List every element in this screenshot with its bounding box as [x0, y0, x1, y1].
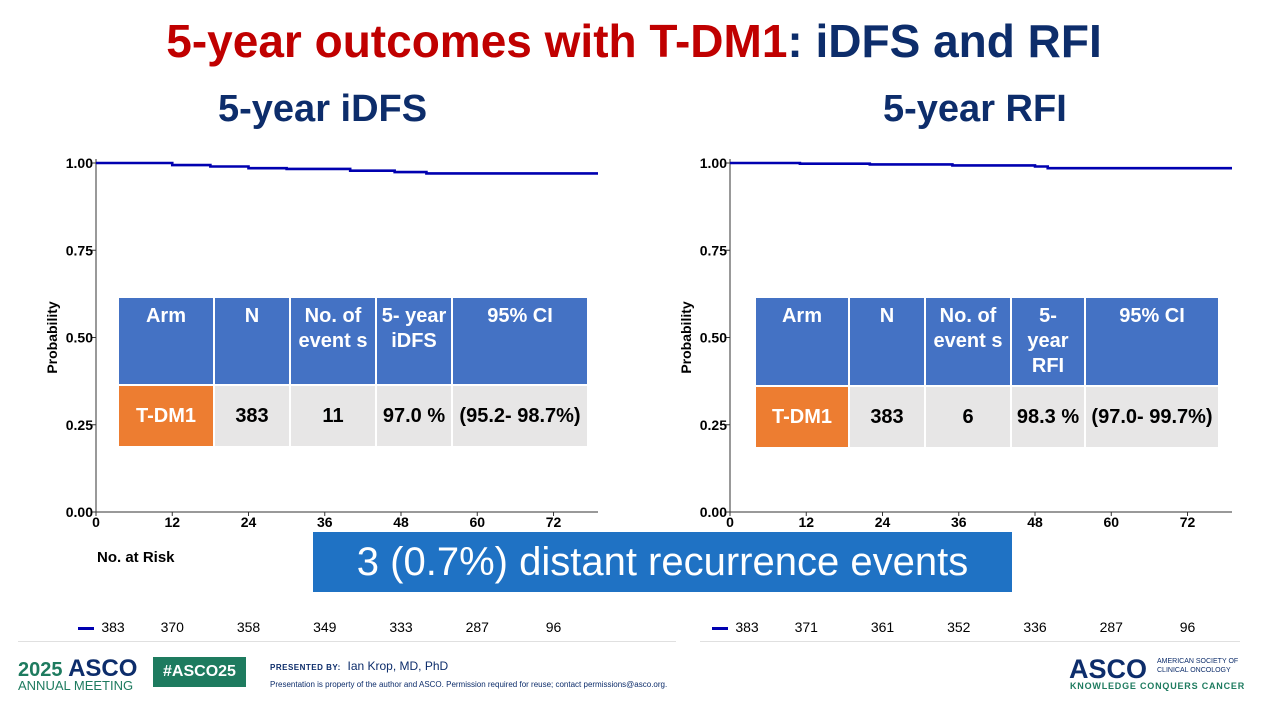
x-tick-label: 60	[1103, 514, 1119, 530]
col-n-header: N	[850, 298, 924, 385]
x-tick-label: 72	[546, 514, 562, 530]
table-header-row: Arm N No. of event s 5- year iDFS 95% CI	[119, 298, 587, 384]
y-axis-label: Probability	[44, 301, 60, 374]
x-tick-label: 24	[241, 514, 257, 530]
risk-count: 287	[465, 619, 489, 635]
y-tick-label: 0.00	[700, 504, 727, 520]
y-axis-label: Probability	[678, 301, 694, 374]
x-tick-label: 36	[951, 514, 967, 530]
survival-curve	[96, 161, 598, 175]
risk-count: 96	[545, 619, 562, 635]
x-tick-label: 36	[317, 514, 333, 530]
risk-count: 371	[794, 619, 818, 635]
risk-count: 358	[236, 619, 261, 635]
table-row: T-DM1 383 11 97.0 % (95.2- 98.7%)	[119, 386, 587, 446]
risk-count: 383	[735, 619, 759, 635]
risk-table-label: No. at Risk	[97, 549, 175, 566]
rfi-stats-table: Arm N No. of event s 5- year RFI 95% CI …	[754, 296, 1220, 449]
events-cell: 11	[291, 386, 375, 446]
risk-count: 370	[160, 619, 184, 635]
logo-year: 2025	[18, 659, 63, 681]
asco-tagline: KNOWLEDGE CONQUERS CANCER	[1070, 681, 1246, 691]
slide-title-navy: : iDFS and RFI	[787, 15, 1102, 67]
rate-cell: 98.3 %	[1012, 387, 1084, 447]
rfi-chart-title: 5-year RFI	[883, 88, 1067, 130]
y-tick-label: 0.25	[66, 417, 93, 433]
x-tick-label: 48	[1027, 514, 1043, 530]
presenter-line: PRESENTED BY: Ian Krop, MD, PhD	[270, 659, 448, 673]
idfs-stats-table: Arm N No. of event s 5- year iDFS 95% CI…	[117, 296, 589, 448]
survival-curve	[730, 161, 1232, 170]
slide-title: 5-year outcomes with T-DM1: iDFS and RFI	[0, 14, 1268, 68]
disclaimer-text: Presentation is property of the author a…	[270, 680, 668, 689]
n-cell: 383	[850, 387, 924, 447]
risk-count: 352	[947, 619, 971, 635]
col-events-header: No. of event s	[926, 298, 1010, 385]
y-tick-label: 0.75	[66, 242, 93, 258]
y-tick-label: 0.50	[700, 330, 727, 346]
rate-cell: 97.0 %	[377, 386, 451, 446]
footer-divider-left	[18, 641, 676, 642]
risk-series-swatch	[78, 627, 94, 630]
x-tick-label: 48	[393, 514, 409, 530]
col-arm-header: Arm	[756, 298, 848, 385]
y-tick-label: 0.75	[700, 242, 727, 258]
risk-count: 349	[313, 619, 337, 635]
rfi-risk-row: 383 371 361 352 336 287 96	[634, 619, 1254, 637]
table-row: T-DM1 383 6 98.3 % (97.0- 99.7%)	[756, 387, 1218, 447]
idfs-risk-row: 383 370 358 349 333 287 96	[0, 619, 620, 637]
presenter-name: Ian Krop, MD, PhD	[347, 659, 449, 673]
asco-logo-subtitle: AMERICAN SOCIETY OF CLINICAL ONCOLOGY	[1157, 658, 1239, 674]
risk-count: 333	[389, 619, 413, 635]
idfs-km-chart: 0.00 0.25 0.50 0.75 1.00 0 12 24 36 48 60 72 Probabi…	[44, 155, 598, 530]
x-tick-label: 24	[875, 514, 891, 530]
slide-title-red: 5-year outcomes with T-DM1	[166, 15, 788, 67]
distant-recurrence-banner: 3 (0.7%) distant recurrence events	[313, 532, 1012, 592]
annual-meeting-text: ANNUAL MEETING	[18, 678, 134, 693]
y-tick-label: 0.00	[66, 504, 93, 520]
ci-cell: (97.0- 99.7%)	[1086, 387, 1218, 447]
risk-series-swatch	[712, 627, 728, 630]
y-tick-label: 0.25	[700, 417, 727, 433]
arm-cell: T-DM1	[119, 386, 213, 446]
logo-asco: ASCO	[68, 655, 138, 682]
idfs-chart-title: 5-year iDFS	[218, 88, 428, 130]
hashtag-badge: #ASCO25	[153, 657, 246, 687]
y-tick-label: 0.50	[66, 330, 93, 346]
asco-logo: ASCO	[1069, 654, 1148, 684]
rfi-km-chart: 0.00 0.25 0.50 0.75 1.00 0 12 24 36 48 60 72 Probabi…	[678, 155, 1232, 530]
col-ci-header: 95% CI	[1086, 298, 1218, 385]
events-cell: 6	[926, 387, 1010, 447]
col-ci-header: 95% CI	[453, 298, 587, 384]
col-n-header: N	[215, 298, 289, 384]
x-tick-label: 0	[92, 514, 100, 530]
col-arm-header: Arm	[119, 298, 213, 384]
arm-cell: T-DM1	[756, 387, 848, 447]
x-tick-label: 12	[164, 514, 180, 530]
y-tick-label: 1.00	[700, 155, 727, 171]
risk-count: 96	[1179, 619, 1196, 635]
x-tick-label: 72	[1180, 514, 1196, 530]
annual-meeting-logo: 2025 ASCO	[18, 655, 137, 683]
col-rate-header: 5- year RFI	[1012, 298, 1084, 385]
table-header-row: Arm N No. of event s 5- year RFI 95% CI	[756, 298, 1218, 385]
x-tick-label: 12	[798, 514, 814, 530]
x-tick-label: 0	[726, 514, 734, 530]
col-rate-header: 5- year iDFS	[377, 298, 451, 384]
y-tick-label: 1.00	[66, 155, 93, 171]
col-events-header: No. of event s	[291, 298, 375, 384]
x-tick-label: 60	[469, 514, 485, 530]
risk-count: 361	[870, 619, 895, 635]
risk-count: 383	[101, 619, 125, 635]
risk-count: 336	[1023, 619, 1047, 635]
footer-divider-right	[700, 641, 1240, 642]
presented-by-label: PRESENTED BY:	[270, 663, 341, 672]
risk-count: 287	[1099, 619, 1123, 635]
n-cell: 383	[215, 386, 289, 446]
ci-cell: (95.2- 98.7%)	[453, 386, 587, 446]
